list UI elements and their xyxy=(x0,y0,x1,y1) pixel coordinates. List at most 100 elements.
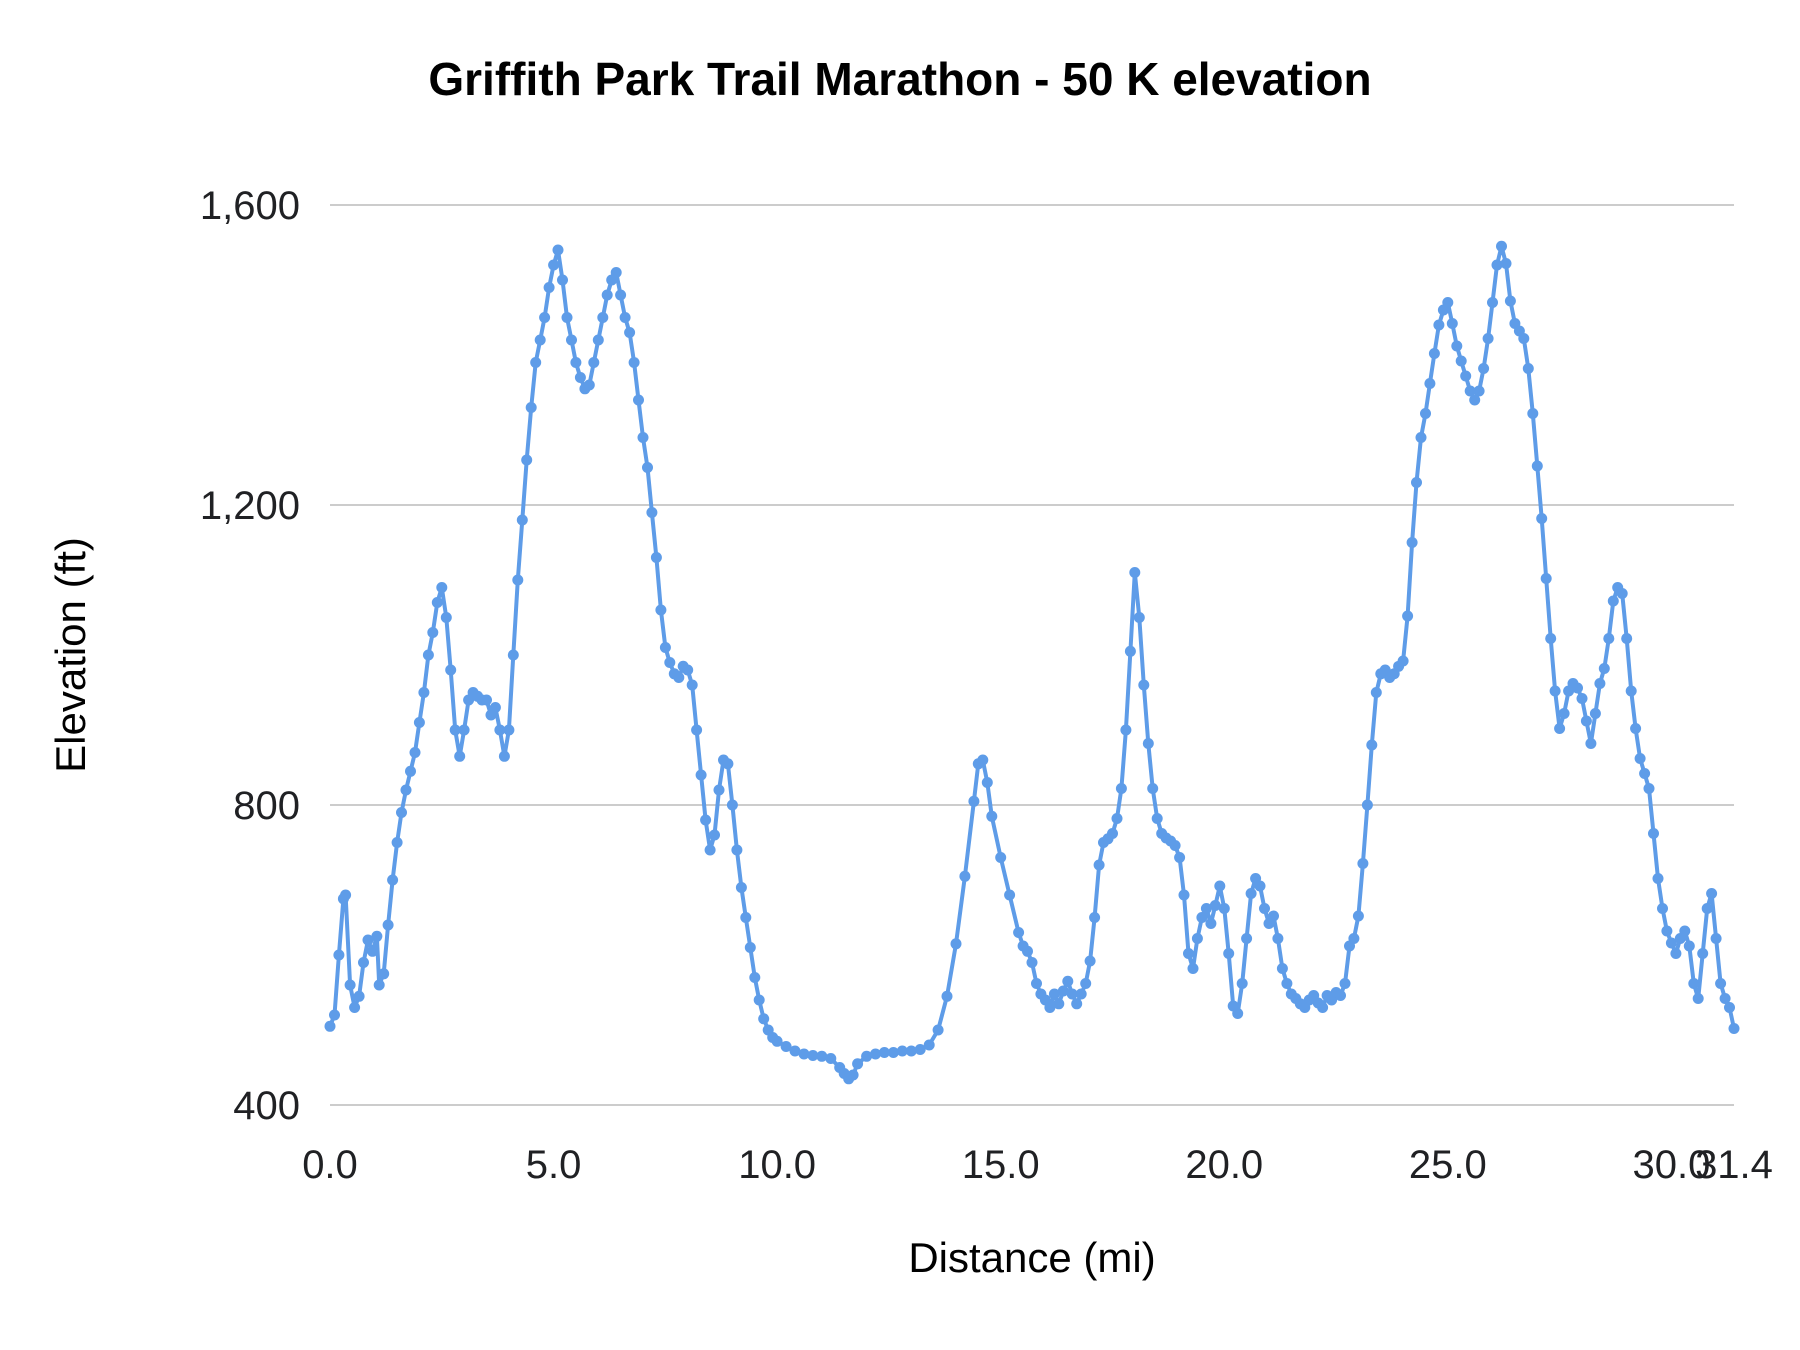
x-tick-label: 20.0 xyxy=(1185,1143,1263,1187)
data-point xyxy=(726,799,738,811)
data-point xyxy=(624,327,636,338)
data-point xyxy=(950,938,962,950)
data-point xyxy=(597,312,609,323)
data-point xyxy=(642,462,653,473)
data-point xyxy=(1598,663,1610,674)
data-point xyxy=(1545,633,1557,644)
data-point xyxy=(1446,318,1458,329)
data-point xyxy=(995,852,1007,863)
data-point xyxy=(825,1053,837,1064)
data-point xyxy=(731,844,743,856)
data-point xyxy=(418,687,430,698)
data-point xyxy=(1111,813,1123,824)
data-point xyxy=(722,758,734,770)
data-point xyxy=(1558,708,1570,719)
data-point xyxy=(1183,948,1194,959)
data-point xyxy=(1115,783,1127,794)
data-point xyxy=(1147,783,1159,794)
data-point xyxy=(422,649,434,661)
data-point xyxy=(923,1039,935,1051)
data-point xyxy=(1415,432,1427,443)
data-point xyxy=(592,334,604,346)
data-point xyxy=(1661,925,1673,937)
data-point xyxy=(1500,258,1512,269)
y-tick-label: 800 xyxy=(233,784,300,828)
data-point xyxy=(534,334,546,346)
data-point xyxy=(1080,978,1092,989)
data-point xyxy=(686,679,698,691)
data-point xyxy=(1335,990,1346,1001)
data-point xyxy=(449,724,461,736)
data-point xyxy=(709,829,720,841)
data-point xyxy=(489,702,501,713)
data-point xyxy=(1223,948,1235,959)
x-axis-title: Distance (mi) xyxy=(908,1234,1155,1281)
data-point xyxy=(1084,955,1096,967)
data-point xyxy=(498,750,510,762)
data-point xyxy=(1196,912,1208,923)
data-point xyxy=(1522,363,1534,374)
x-tick-label: 10.0 xyxy=(738,1143,816,1187)
data-point xyxy=(570,357,582,368)
x-axis-tick-labels: 0.0 5.0 10.0 15.0 20.0 25.0 30.031.4 xyxy=(302,1143,1773,1187)
data-point xyxy=(413,717,425,728)
data-point xyxy=(1580,715,1592,727)
data-point xyxy=(1572,682,1583,694)
y-axis-tick-labels: 400 800 1,200 1,600 xyxy=(200,184,300,1128)
data-point xyxy=(1616,588,1628,599)
data-point xyxy=(1366,739,1378,751)
data-point xyxy=(615,289,627,301)
data-point xyxy=(1044,1002,1056,1013)
data-point xyxy=(521,454,533,466)
data-point xyxy=(601,289,613,301)
data-point xyxy=(1594,678,1606,689)
x-tick-label: 5.0 xyxy=(526,1143,582,1187)
data-point xyxy=(1075,988,1087,1000)
data-point xyxy=(1433,319,1445,331)
data-point xyxy=(1357,858,1369,869)
data-point xyxy=(1276,963,1288,974)
data-point xyxy=(1089,912,1101,923)
x-tick-label: 31.4 xyxy=(1695,1143,1773,1187)
data-point xyxy=(1540,573,1552,584)
data-point xyxy=(637,432,649,443)
data-point xyxy=(1066,988,1078,1000)
data-point xyxy=(1679,925,1691,937)
data-point xyxy=(1451,340,1463,352)
data-point xyxy=(1151,813,1163,824)
data-point xyxy=(1549,685,1561,697)
data-point xyxy=(454,750,466,762)
x-tick-label: 30.0 xyxy=(1632,1143,1710,1187)
data-point xyxy=(1352,910,1364,922)
data-point xyxy=(400,784,412,796)
data-point xyxy=(1692,993,1704,1004)
data-point xyxy=(1464,385,1476,397)
data-point xyxy=(807,1050,819,1061)
x-tick-label: 25.0 xyxy=(1409,1143,1487,1187)
data-point xyxy=(1697,948,1709,959)
data-point xyxy=(1142,738,1154,749)
data-point xyxy=(1706,888,1718,899)
data-point xyxy=(1178,889,1190,901)
data-point xyxy=(1701,903,1713,914)
chart-title: Griffith Park Trail Marathon - 50 K elev… xyxy=(428,53,1371,105)
data-point xyxy=(1428,348,1440,359)
data-point xyxy=(735,882,747,893)
data-point xyxy=(780,1041,792,1052)
data-point xyxy=(673,672,685,683)
data-point xyxy=(1133,612,1145,623)
data-point xyxy=(344,979,356,991)
data-point xyxy=(1643,783,1655,794)
data-point xyxy=(1420,408,1431,419)
data-point xyxy=(1652,873,1664,884)
data-point xyxy=(561,312,573,323)
data-point xyxy=(373,979,385,991)
data-point xyxy=(1348,933,1360,944)
data-point xyxy=(427,627,439,638)
data-point xyxy=(713,784,725,796)
data-point xyxy=(566,334,577,346)
data-point xyxy=(1031,978,1042,989)
data-point xyxy=(1504,295,1516,307)
data-point xyxy=(557,274,568,286)
data-point xyxy=(1527,408,1539,419)
